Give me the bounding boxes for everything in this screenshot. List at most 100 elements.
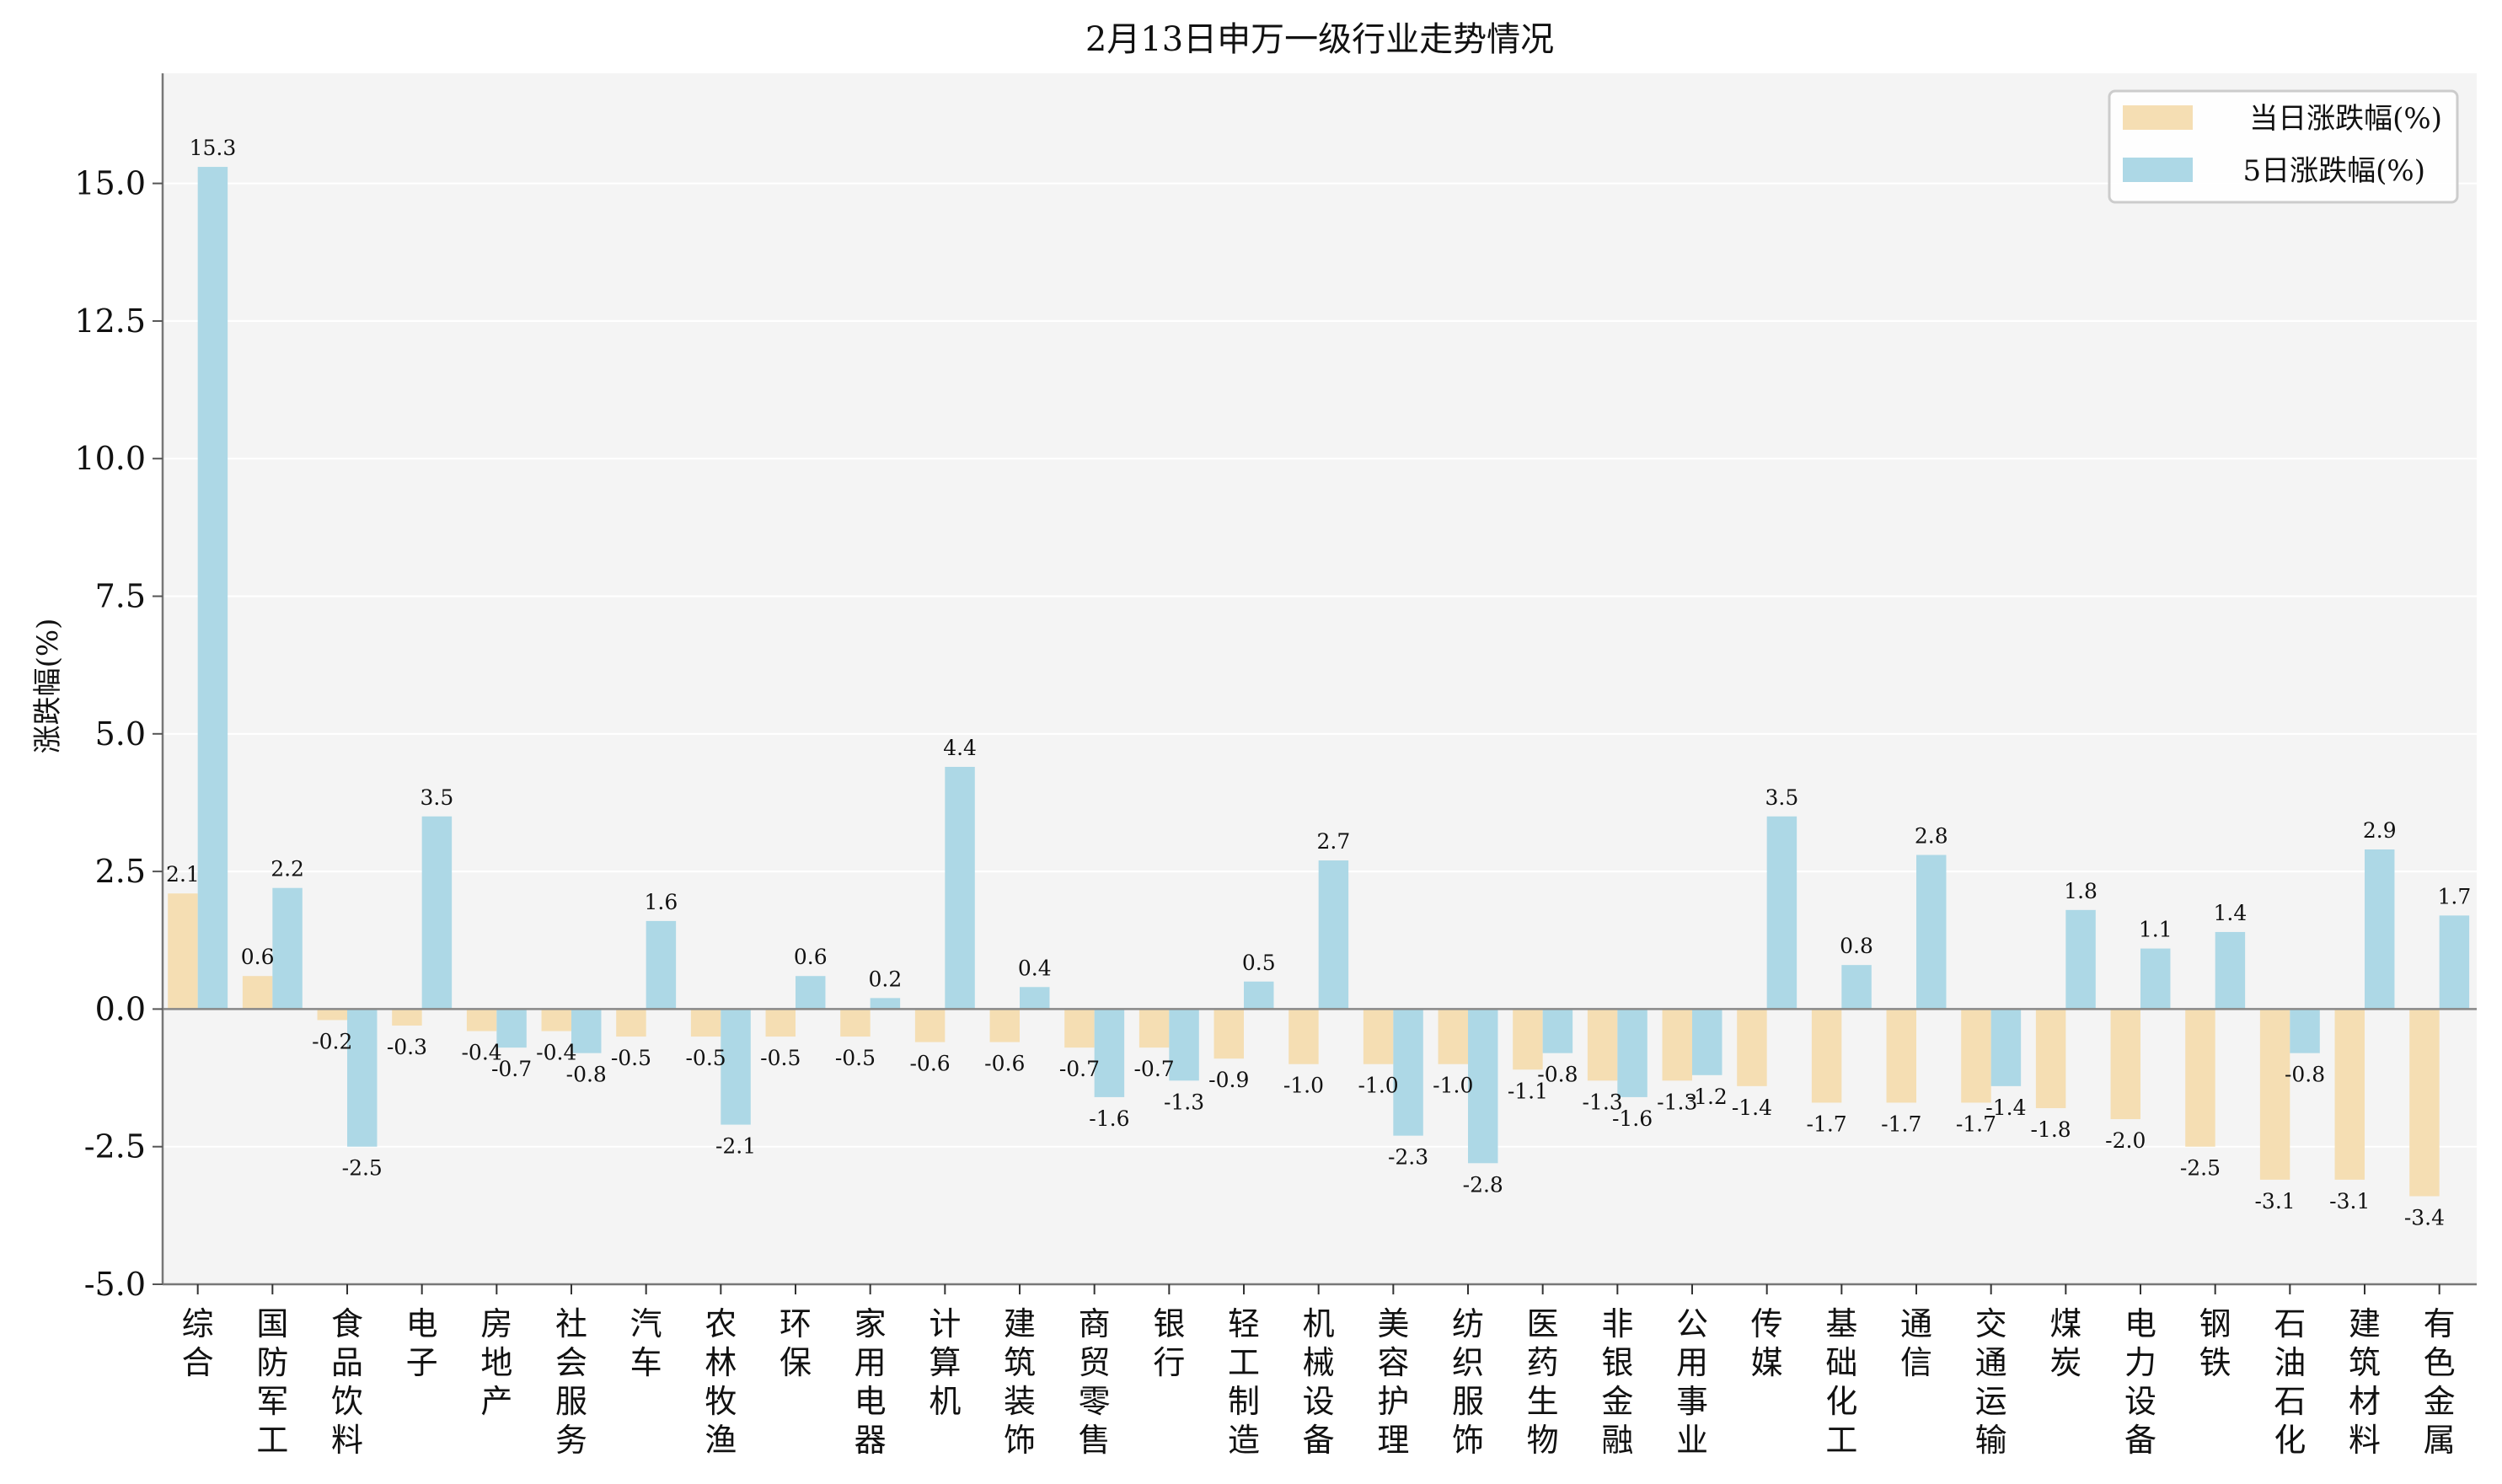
x-tick-label: 综 (182, 1305, 214, 1342)
bar-daily (1811, 1009, 1842, 1103)
x-tick-label: 事 (1676, 1383, 1708, 1420)
x-tick-label: 金 (2424, 1383, 2456, 1420)
data-label: 1.4 (2214, 901, 2248, 925)
x-tick-label: 输 (1975, 1422, 2007, 1459)
data-label: -0.5 (835, 1046, 876, 1070)
bar-5day (796, 976, 826, 1010)
axes (161, 73, 2477, 1286)
x-tick-label: 务 (555, 1422, 587, 1459)
x-tick-label: 筑 (1004, 1344, 1036, 1381)
x-tick-label: 炭 (2049, 1344, 2081, 1381)
x-tick-label: 林 (705, 1344, 737, 1381)
data-label: -1.7 (1806, 1112, 1846, 1136)
x-tick-label: 材 (2349, 1383, 2381, 1420)
x-tick-label: 融 (1601, 1422, 1633, 1459)
x-tick-label: 环 (780, 1305, 812, 1342)
data-label: -1.7 (1881, 1112, 1921, 1136)
data-label: 2.2 (271, 857, 304, 881)
data-label: -0.8 (2285, 1063, 2325, 1087)
x-tick-label: 容 (1377, 1344, 1409, 1381)
x-tick-label: 力 (2124, 1344, 2156, 1381)
data-label: 1.1 (2139, 918, 2173, 942)
x-tick-label: 汽 (630, 1305, 662, 1342)
x-tick-label: 纺 (1452, 1305, 1484, 1342)
y-tick-label: 0.0 (95, 990, 146, 1027)
data-label: -0.4 (461, 1041, 501, 1065)
x-tick-label: 防 (256, 1344, 288, 1381)
bar-5day (721, 1009, 751, 1125)
bar-daily (616, 1009, 646, 1037)
x-tick-label: 备 (2124, 1422, 2156, 1459)
data-label: -0.5 (611, 1046, 651, 1070)
x-tick-label: 品 (331, 1344, 363, 1381)
bar-daily (1587, 1009, 1618, 1081)
bar-5day (2215, 931, 2246, 1010)
x-tick-label: 药 (1527, 1344, 1559, 1381)
data-label: -3.1 (2254, 1189, 2295, 1213)
data-label: -1.6 (1612, 1106, 1653, 1131)
bar-daily (1438, 1009, 1469, 1064)
x-tick-label: 车 (630, 1344, 662, 1381)
x-tick-label: 地 (480, 1344, 512, 1381)
x-tick-label: 料 (2349, 1422, 2381, 1459)
chart-title: 2月13日申万一级行业走势情况 (1085, 20, 1554, 59)
data-label: -0.6 (909, 1052, 950, 1076)
data-label: 0.6 (241, 945, 275, 969)
data-label: -0.6 (984, 1052, 1025, 1076)
data-label: -1.0 (1433, 1074, 1473, 1098)
bar-5day (1393, 1009, 1423, 1136)
data-label: -0.7 (1059, 1057, 1100, 1081)
x-tick-label: 贸 (1079, 1344, 1111, 1381)
x-tick-label: 美 (1377, 1305, 1409, 1342)
data-label: 1.7 (2438, 884, 2472, 908)
data-label: 2.9 (2363, 818, 2397, 843)
data-labels: 2.10.6-0.2 -0.3 -0.4 -0.4 -0.5 -0.5 -0.5 -0.5 -0… (166, 136, 2471, 1230)
x-ticks: 综合国防军工食品饮料电子房地产社会服务汽车农林牧渔环保家用电器计算机建筑装饰商贸… (182, 1284, 2456, 1459)
bar-daily (2334, 1009, 2365, 1180)
y-tick-label: -2.5 (84, 1128, 146, 1165)
bar-5day (2365, 849, 2395, 1010)
data-label: -1.2 (1687, 1085, 1728, 1109)
bar-daily (168, 893, 198, 1010)
x-tick-label: 银 (1153, 1305, 1185, 1342)
x-tick-label: 非 (1601, 1305, 1633, 1342)
bar-5day (571, 1009, 602, 1053)
data-label: -3.1 (2329, 1189, 2370, 1213)
data-label: 0.6 (794, 945, 828, 969)
x-tick-label: 金 (1601, 1383, 1633, 1420)
data-label: -0.9 (1208, 1068, 1249, 1092)
data-label: -1.0 (1283, 1074, 1324, 1098)
x-tick-label: 机 (1303, 1305, 1335, 1342)
x-tick-label: 传 (1751, 1305, 1783, 1342)
bar-daily (1064, 1009, 1095, 1048)
x-tick-label: 医 (1527, 1305, 1559, 1342)
x-tick-label: 零 (1079, 1383, 1111, 1420)
x-tick-label: 家 (855, 1305, 887, 1342)
bar-daily (1138, 1009, 1170, 1048)
bar-daily (2409, 1009, 2440, 1197)
bar-5day (1468, 1009, 1498, 1164)
bar-daily (840, 1009, 871, 1037)
x-tick-label: 工 (1825, 1422, 1857, 1459)
bar-daily (765, 1009, 796, 1037)
x-tick-label: 电 (406, 1305, 438, 1342)
bar-daily (1737, 1009, 1767, 1086)
x-tick-label: 行 (1153, 1344, 1185, 1381)
x-tick-label: 织 (1452, 1344, 1484, 1381)
x-tick-label: 运 (1975, 1383, 2007, 1420)
bar-5day (496, 1009, 527, 1048)
x-tick-label: 生 (1527, 1383, 1559, 1420)
bar-daily (690, 1009, 721, 1037)
x-tick-label: 业 (1676, 1422, 1708, 1459)
data-label: -1.8 (2030, 1117, 2071, 1142)
x-tick-label: 油 (2274, 1344, 2306, 1381)
bar-daily (242, 976, 273, 1010)
data-label: -0.2 (312, 1029, 352, 1053)
x-tick-label: 制 (1228, 1383, 1260, 1420)
x-tick-label: 造 (1228, 1422, 1260, 1459)
bar-daily (1363, 1009, 1394, 1064)
x-tick-label: 农 (705, 1305, 737, 1342)
x-tick-label: 础 (1825, 1344, 1857, 1381)
bar-5day (1244, 981, 1274, 1010)
data-label: -1.4 (1985, 1096, 2026, 1120)
